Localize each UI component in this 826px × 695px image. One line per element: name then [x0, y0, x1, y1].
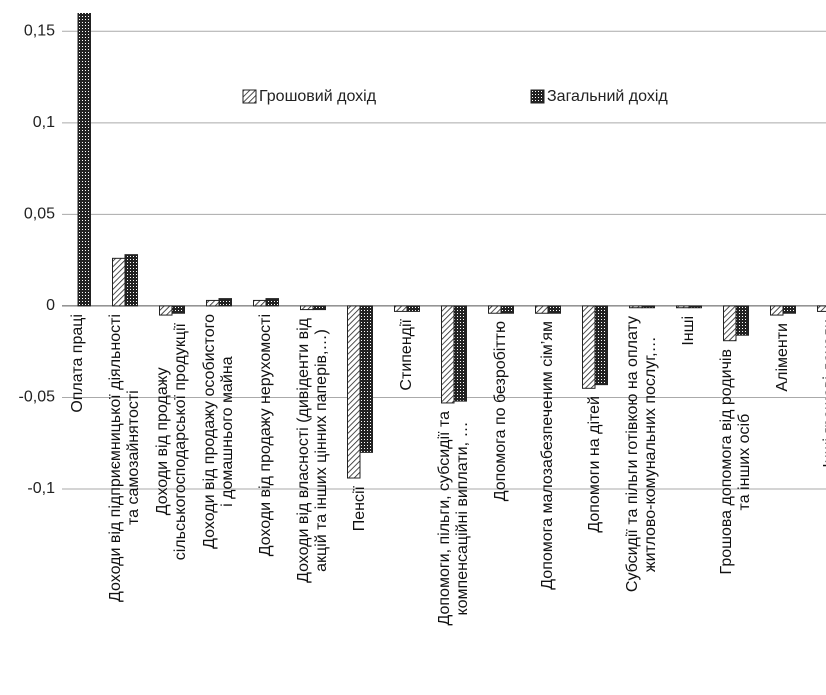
x-tick-label: Доходи від підприємницької діяльності та…: [107, 313, 142, 602]
bar: [253, 299, 267, 307]
bar: [265, 298, 279, 307]
x-tick-label: Аліменти: [774, 323, 791, 392]
bar: [770, 305, 784, 316]
y-tick-label: -0,1: [27, 480, 55, 497]
y-tick-label: -0,05: [19, 389, 56, 406]
legend-label: Загальний дохід: [547, 88, 668, 105]
x-tick-label: Грошова допомога від родичів та інших ос…: [718, 348, 753, 575]
x-tick-label: Доходи від продажу особистого і домашньо…: [201, 313, 236, 549]
bar: [782, 305, 796, 314]
x-tick-label: Доходи від власності (дивіденти від акці…: [295, 317, 330, 583]
bar: [676, 305, 690, 309]
bar: [312, 305, 326, 311]
legend-swatch: [530, 89, 545, 104]
x-tick-label: Доходи від продажу сільськогосподарської…: [154, 323, 189, 561]
x-tick-label: Субсидії та пільги готівкою на оплату жи…: [624, 315, 659, 592]
bar: [582, 305, 596, 389]
bar: [300, 305, 314, 311]
bar: [206, 299, 220, 307]
bar: [394, 305, 408, 312]
x-tick-label: Допомоги, пільги, субсидії та компенсаці…: [436, 410, 471, 626]
legend-label: Грошовий дохід: [259, 88, 377, 105]
y-tick-label: 0,05: [24, 206, 55, 223]
bar: [112, 257, 126, 307]
bar: [723, 305, 737, 342]
bar: [218, 298, 232, 307]
bar: [124, 254, 138, 307]
bar: [488, 305, 502, 314]
bar: [500, 305, 514, 314]
legend-swatch: [242, 89, 257, 104]
bar: [594, 305, 608, 386]
bar: [817, 305, 826, 312]
x-tick-label: Інші: [680, 315, 697, 346]
bar: [159, 305, 173, 316]
x-tick-label: Допомоги на дітей: [586, 396, 603, 533]
x-tick-label: Оплата праці: [69, 313, 86, 413]
y-tick-label: 0: [46, 297, 55, 314]
x-tick-label: Пенсії: [351, 486, 368, 532]
bar: [535, 305, 549, 314]
bar: [641, 305, 655, 309]
bar: [688, 305, 702, 309]
bar: [359, 305, 373, 453]
bar: [453, 305, 467, 402]
bar: [406, 305, 420, 312]
x-tick-label: Допомога по безробіттю: [492, 321, 509, 502]
y-tick-label: 0,1: [33, 114, 55, 131]
bar: [735, 305, 749, 336]
bar: [629, 305, 643, 309]
bar: [171, 305, 185, 314]
bar: [347, 305, 361, 479]
bar: [547, 305, 561, 314]
y-tick-label: 0,15: [24, 23, 55, 40]
x-tick-label: Доходи від продажу нерухомості: [257, 313, 274, 557]
bar: [441, 305, 455, 404]
bars: [77, 13, 826, 479]
x-tick-label: Стипендії: [398, 319, 415, 391]
x-tick-label: Інші грошові доходи: [821, 319, 826, 469]
bar: [77, 13, 91, 307]
x-tick-label: Допомога малозабезпеченим сім’ям: [539, 321, 556, 590]
